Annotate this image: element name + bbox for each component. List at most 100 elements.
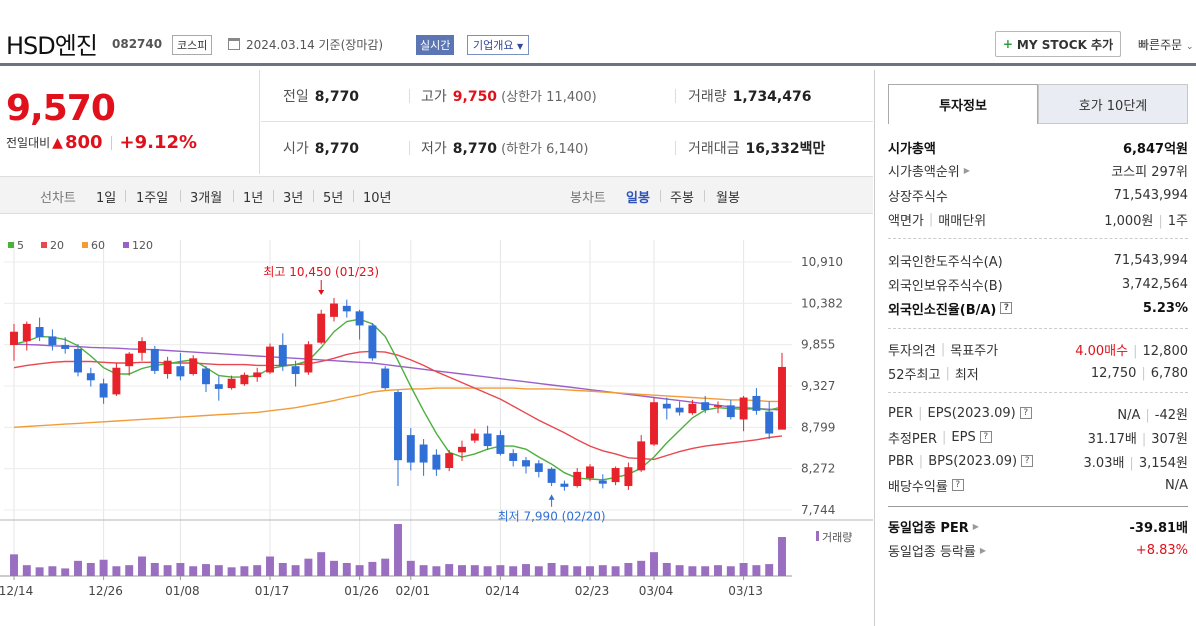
chevron-right-icon[interactable]: ▶ xyxy=(979,545,987,555)
tab-3year[interactable]: 3년 xyxy=(283,191,304,206)
trade-amount-label: 거래대금 xyxy=(688,141,740,157)
y-tick-label: 10,382 xyxy=(801,296,843,310)
candle-body xyxy=(662,403,671,409)
open-value: 8,770 xyxy=(314,141,360,157)
chevron-down-icon: ⌄ xyxy=(1186,42,1194,52)
candle-body xyxy=(214,384,223,389)
legend-swatch xyxy=(82,242,88,248)
tab-1week[interactable]: 1주일 xyxy=(136,191,169,206)
volume-bar xyxy=(778,537,786,576)
trade-unit-label: 매매단위 xyxy=(938,213,987,229)
volume-bar xyxy=(739,563,748,576)
help-icon[interactable]: ? xyxy=(1019,407,1032,419)
candle-body xyxy=(765,411,774,434)
mktcap-rank-label: 시가총액순위 xyxy=(888,164,960,180)
tab-1day[interactable]: 1일 xyxy=(96,191,117,206)
volume-bar xyxy=(368,561,377,576)
candle-chart-label: 봉차트 xyxy=(570,191,606,206)
volume-bar xyxy=(675,565,684,576)
volume-bar xyxy=(381,558,390,576)
help-icon[interactable]: ? xyxy=(951,479,964,491)
add-mystock-button[interactable]: + MY STOCK 추가 xyxy=(995,31,1121,57)
candle-body xyxy=(74,348,82,373)
tab-orderbook[interactable]: 호가 10단계 xyxy=(1038,84,1188,124)
candle-body xyxy=(688,403,697,414)
x-tick-label: 03/04 xyxy=(639,584,674,598)
tab-1year[interactable]: 1년 xyxy=(243,191,264,206)
tab-5year[interactable]: 5년 xyxy=(323,191,344,206)
volume-bar xyxy=(189,566,198,576)
current-price: 9,570 xyxy=(6,88,116,129)
facevalue-label: 액면가 xyxy=(888,213,924,229)
volume-bar xyxy=(240,566,249,576)
realtime-button[interactable]: 실시간 xyxy=(416,35,455,55)
calendar-icon xyxy=(228,38,240,50)
tab-daily[interactable]: 일봉 xyxy=(626,191,650,206)
chevron-right-icon[interactable]: ▶ xyxy=(972,521,979,531)
help-icon[interactable]: ? xyxy=(1000,302,1013,314)
volume-bar xyxy=(35,567,44,576)
candle-body xyxy=(650,402,658,445)
high-label: 고가 xyxy=(421,89,447,105)
moving-average-20 xyxy=(13,350,783,461)
volume-bar xyxy=(406,560,415,576)
candle-body xyxy=(304,344,313,373)
chevron-right-icon[interactable]: ▶ xyxy=(963,165,970,175)
foreign-hold-label: 외국인보유주식수(B) xyxy=(888,278,1003,294)
candle-body xyxy=(714,405,722,407)
candle-body xyxy=(522,460,530,467)
tab-monthly[interactable]: 월봉 xyxy=(716,191,740,206)
eps-value: -42원 xyxy=(1154,407,1188,423)
volume-bar xyxy=(573,566,582,576)
tab-weekly[interactable]: 주봉 xyxy=(670,191,694,206)
candle-body xyxy=(560,483,569,487)
help-icon[interactable]: ? xyxy=(1021,455,1034,467)
volume-bar xyxy=(355,565,364,576)
bps-label: BPS(2023.09) xyxy=(928,453,1018,469)
volume-bar xyxy=(662,563,671,576)
moving-average-5 xyxy=(13,318,783,481)
company-overview-button[interactable]: 기업개요 ▼ xyxy=(467,35,530,55)
candle-body xyxy=(432,454,441,470)
candle-body xyxy=(368,325,377,359)
stock-candle-chart[interactable]: 10,910 10,382 9,855 9,327 8,799 8,272 7,744 5 20… xyxy=(0,230,873,626)
quick-order-link[interactable]: 빠른주문 ⌄ xyxy=(1138,38,1194,52)
volume-label: 거래량 xyxy=(822,531,852,544)
wk52-low-label: 최저 xyxy=(954,367,979,383)
volume-bar xyxy=(726,566,735,576)
foreign-ratio-value: 5.23% xyxy=(1142,300,1188,316)
help-icon[interactable]: ? xyxy=(979,431,992,443)
quote-date: 2024.03.14 기준(장마감) xyxy=(246,38,384,52)
volume-bar xyxy=(278,563,287,576)
mktcap-value: 6,847억원 xyxy=(1122,141,1188,157)
candle-body xyxy=(291,366,300,375)
low-label: 저가 xyxy=(421,141,447,157)
current-price-box: 9,570 전일대비 ▲ 800 +9.12% xyxy=(0,70,260,174)
candle-body xyxy=(35,327,44,338)
moving-average-60 xyxy=(13,387,782,428)
dividend-value: N/A xyxy=(1165,477,1188,493)
volume-bar xyxy=(22,565,31,576)
volume-bar xyxy=(304,558,313,576)
candle-body xyxy=(48,336,57,346)
tab-investment-info[interactable]: 투자정보 xyxy=(888,84,1038,124)
tab-3month[interactable]: 3개월 xyxy=(190,191,223,206)
est-per-label: 추정PER xyxy=(888,431,938,447)
candle-body xyxy=(342,305,351,312)
tab-10year[interactable]: 10년 xyxy=(363,191,392,206)
volume-bar xyxy=(445,564,454,576)
volume-bar xyxy=(470,565,479,576)
volume-label: 거래량 xyxy=(688,89,727,105)
facevalue-value: 1,000원 xyxy=(1104,213,1154,229)
volume-bar xyxy=(227,567,236,576)
volume-bar xyxy=(61,568,70,576)
candle-body xyxy=(112,367,121,395)
volume-bar xyxy=(394,524,402,576)
legend-label: 5 xyxy=(17,239,24,252)
volume-bar xyxy=(650,552,658,576)
candle-body xyxy=(637,441,646,471)
volume-bar xyxy=(586,566,594,576)
candle-body xyxy=(86,373,95,381)
volume-bar xyxy=(560,565,569,576)
volume-bar xyxy=(138,556,146,576)
